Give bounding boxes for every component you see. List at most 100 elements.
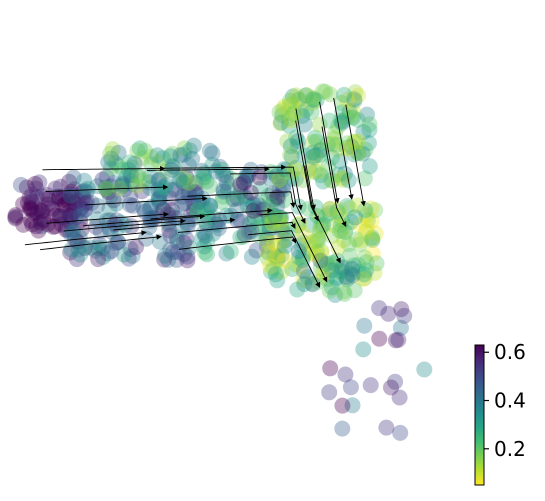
streamline — [222, 166, 303, 211]
scatter-point — [259, 250, 276, 267]
scatter-point — [240, 224, 257, 241]
scatter-point — [345, 257, 362, 274]
scatter-point — [241, 216, 258, 232]
scatter-point — [273, 263, 290, 280]
scatter-point — [72, 246, 89, 263]
scatter-point — [151, 194, 168, 210]
scatter-point — [392, 424, 409, 441]
streamline — [40, 234, 162, 251]
scatter-point — [98, 169, 115, 186]
scatter-point — [102, 188, 118, 205]
scatter-point — [329, 203, 346, 220]
scatter-point — [211, 158, 228, 175]
scatter-point — [280, 110, 297, 127]
scatter-point — [337, 366, 354, 383]
scatter-point — [128, 239, 144, 256]
streamline — [333, 97, 354, 200]
scatter-point — [324, 172, 341, 189]
scatter-point — [312, 245, 329, 262]
scatter-point — [274, 167, 291, 184]
scatter-point — [204, 156, 221, 173]
scatter-point — [222, 243, 239, 260]
scatter-point — [87, 242, 104, 259]
scatter-point — [346, 133, 362, 150]
scatter-point — [268, 168, 285, 185]
scatter-point — [231, 187, 248, 204]
scatter-point — [110, 234, 126, 251]
scatter-point — [123, 159, 140, 176]
scatter-point — [102, 145, 119, 162]
scatter-point — [28, 180, 45, 197]
scatter-point — [289, 133, 306, 150]
velocity-streamlines — [24, 97, 366, 288]
scatter-point — [265, 260, 282, 277]
scatter-point — [65, 169, 82, 186]
scatter-point — [165, 244, 181, 261]
scatter-point — [336, 286, 353, 302]
scatter-point — [196, 201, 213, 218]
scatter-point — [364, 232, 381, 248]
scatter-point — [122, 188, 139, 205]
scatter-point — [107, 155, 124, 172]
scatter-point — [333, 95, 350, 111]
scatter-point — [236, 174, 253, 191]
scatter-point — [335, 283, 352, 300]
scatter-point — [176, 140, 193, 157]
scatter-point — [249, 195, 266, 212]
scatter-point — [32, 210, 49, 227]
scatter-point — [390, 331, 407, 348]
scatter-point — [368, 255, 385, 272]
scatter-point — [114, 178, 131, 195]
scatter-point — [62, 187, 79, 204]
scatter-point — [185, 137, 202, 154]
scatter-point — [149, 147, 166, 164]
scatter-point — [328, 269, 345, 286]
scatter-point — [164, 145, 181, 162]
scatter-point — [74, 184, 91, 201]
scatter-point — [378, 419, 395, 436]
scatter-point — [130, 167, 147, 184]
streamline — [150, 207, 273, 220]
scatter-point — [176, 234, 192, 251]
scatter-point — [283, 148, 300, 165]
scatter-point — [271, 210, 288, 227]
scatter-point — [70, 192, 87, 209]
scatter-point — [274, 101, 291, 118]
scatter-point — [187, 175, 204, 192]
scatter-point — [304, 89, 321, 106]
scatter-point — [288, 87, 305, 104]
scatter-point — [283, 112, 300, 129]
scatter-point — [174, 188, 191, 205]
streamline — [295, 120, 319, 222]
scatter-point — [339, 269, 356, 286]
scatter-point — [359, 106, 375, 123]
scatter-point — [344, 397, 361, 414]
scatter-point — [236, 226, 253, 243]
scatter-point — [178, 231, 195, 248]
scatter-point — [312, 167, 329, 184]
scatter-point — [367, 225, 384, 242]
scatter-point — [110, 144, 127, 161]
scatter-point — [324, 227, 341, 244]
scatter-point — [64, 188, 81, 205]
scatter-point — [201, 142, 218, 159]
scatter-point — [44, 200, 61, 217]
scatter-point — [215, 181, 232, 198]
scatter-point — [181, 183, 197, 200]
scatter-point — [160, 251, 177, 268]
scatter-point — [267, 266, 284, 283]
scatter-point — [63, 183, 80, 200]
streamline — [42, 165, 166, 172]
scatter-point — [358, 223, 375, 240]
scatter-point — [28, 218, 45, 235]
scatter-point — [62, 244, 79, 261]
scatter-point — [332, 112, 349, 129]
scatter-point — [275, 181, 292, 198]
scatter-point — [225, 190, 242, 207]
scatter-point — [232, 229, 249, 246]
scatter-point — [356, 249, 373, 266]
scatter-point — [321, 384, 338, 401]
scatter-point — [260, 244, 277, 261]
scatter-point — [324, 135, 341, 152]
streamline — [248, 230, 321, 288]
